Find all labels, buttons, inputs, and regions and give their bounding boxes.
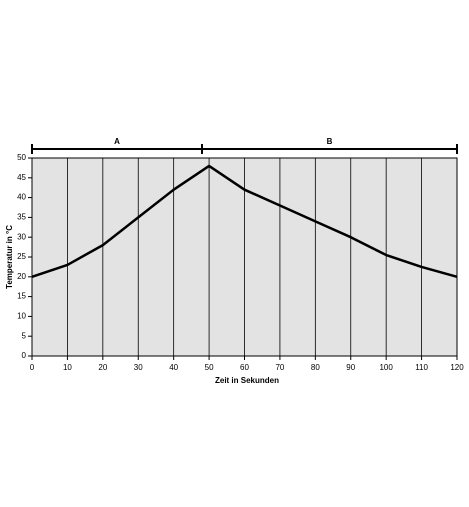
x-axis-label: Zeit in Sekunden bbox=[215, 376, 279, 385]
x-tick-label: 120 bbox=[450, 363, 464, 372]
x-tick-label: 80 bbox=[311, 363, 320, 372]
x-tick-label: 100 bbox=[379, 363, 393, 372]
line bbox=[31, 164, 458, 279]
x-tick-label: 70 bbox=[275, 363, 284, 372]
y-tick-label: 35 bbox=[17, 213, 26, 222]
x-tick-label: 20 bbox=[98, 363, 107, 372]
y-axis-label: Temperatur in °C bbox=[5, 225, 14, 289]
y-tick-label: 0 bbox=[22, 351, 27, 360]
annotation-label: A bbox=[114, 137, 120, 146]
x-tick-label: 30 bbox=[134, 363, 143, 372]
y-tick-label: 50 bbox=[17, 153, 26, 162]
annotation-label: B bbox=[327, 137, 333, 146]
y-tick-label: 10 bbox=[17, 312, 26, 321]
x-tick-label: 60 bbox=[240, 363, 249, 372]
x-tick-label: 40 bbox=[169, 363, 178, 372]
y-tick-label: 45 bbox=[17, 173, 26, 182]
x-tick-label: 110 bbox=[415, 363, 428, 372]
x-tick-label: 0 bbox=[30, 363, 35, 372]
x-tick-label: 50 bbox=[205, 363, 214, 372]
y-tick-label: 20 bbox=[17, 272, 26, 281]
y-tick-label: 5 bbox=[22, 331, 27, 340]
x-tick-label: 90 bbox=[346, 363, 355, 372]
y-tick-label: 40 bbox=[17, 193, 26, 202]
y-tick-label: 25 bbox=[17, 252, 26, 261]
y-tick-label: 30 bbox=[17, 232, 26, 241]
x-tick-label: 10 bbox=[63, 363, 72, 372]
y-tick-label: 15 bbox=[17, 292, 26, 301]
